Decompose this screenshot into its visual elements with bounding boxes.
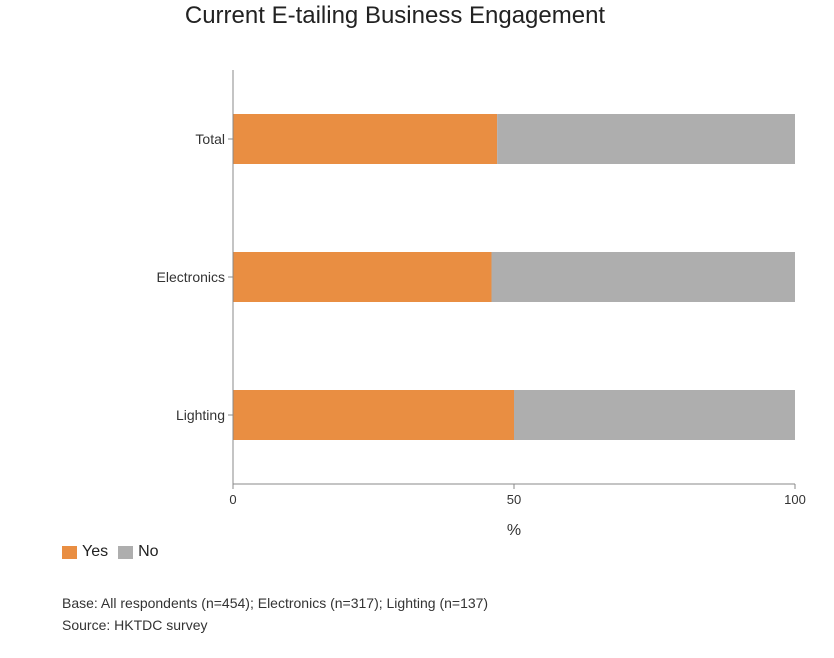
x-axis-label: % — [507, 522, 521, 539]
legend: Yes No — [62, 543, 169, 561]
bar-lighting-yes — [233, 390, 514, 440]
bar-electronics-no — [491, 252, 795, 302]
bar-total-yes — [233, 114, 498, 164]
legend-item-no[interactable]: No — [118, 543, 159, 561]
plot-area: Total Electronics Lighting 0 50 100 — [157, 70, 806, 507]
legend-swatch-no — [118, 545, 134, 559]
bar-total-no — [497, 114, 795, 164]
legend-label-no: No — [138, 543, 159, 560]
legend-label-yes: Yes — [82, 543, 109, 560]
chart: Current E-tailing Business Engagement To… — [157, 2, 806, 539]
y-tick-label-lighting: Lighting — [176, 407, 225, 423]
footnotes: Base: All respondents (n=454); Electroni… — [62, 592, 488, 636]
source-note: Source: HKTDC survey — [62, 617, 208, 633]
chart-title: Current E-tailing Business Engagement — [185, 2, 606, 29]
legend-item-yes[interactable]: Yes — [62, 543, 108, 561]
x-tick-label-100: 100 — [784, 492, 806, 507]
bar-electronics-yes — [233, 252, 492, 302]
y-tick-label-electronics: Electronics — [157, 269, 225, 285]
base-note: Base: All respondents (n=454); Electroni… — [62, 595, 489, 611]
legend-swatch-yes — [62, 545, 77, 559]
x-tick-label-0: 0 — [229, 492, 236, 507]
x-tick-label-50: 50 — [507, 492, 521, 507]
bar-lighting-no — [514, 390, 795, 440]
y-tick-label-total: Total — [195, 131, 225, 147]
